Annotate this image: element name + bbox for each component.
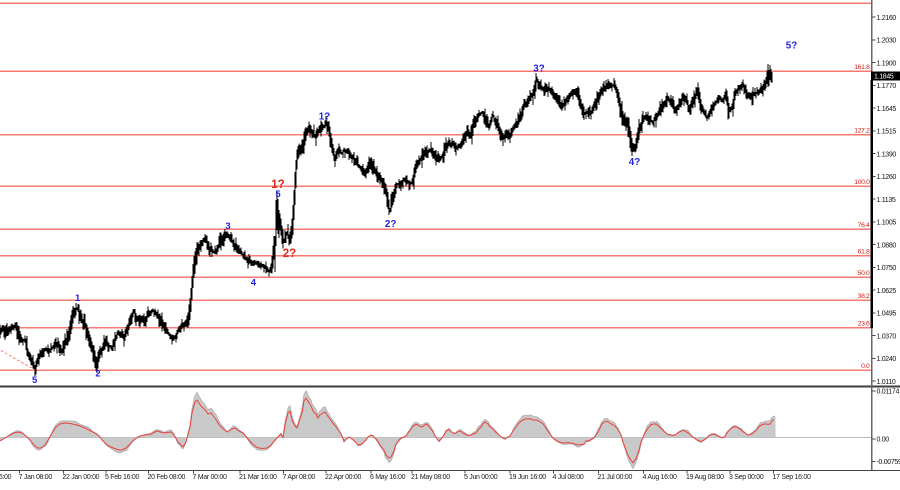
svg-text:2: 2 <box>95 369 100 380</box>
svg-text:22 Jan 00:00: 22 Jan 00:00 <box>62 474 99 481</box>
svg-text:1.0495: 1.0495 <box>877 311 897 318</box>
svg-text:1.1515: 1.1515 <box>877 129 897 136</box>
svg-text:22 Apr 00:00: 22 Apr 00:00 <box>325 474 362 481</box>
svg-text:1.0110: 1.0110 <box>877 379 896 386</box>
svg-text:5 Jun 00:00: 5 Jun 00:00 <box>464 474 498 481</box>
svg-text:161.8: 161.8 <box>854 64 870 71</box>
svg-text:6 May 16:00: 6 May 16:00 <box>370 474 406 481</box>
svg-text:61.8: 61.8 <box>858 248 870 255</box>
svg-text:1.2160: 1.2160 <box>877 15 897 22</box>
svg-text:0.0: 0.0 <box>861 363 870 370</box>
svg-text:3 Sep 00:00: 3 Sep 00:00 <box>729 474 764 481</box>
svg-text:7 Mar 00:00: 7 Mar 00:00 <box>193 474 227 481</box>
svg-text:1.1135: 1.1135 <box>877 197 896 204</box>
svg-text:3?: 3? <box>533 64 544 75</box>
svg-text:1.1645: 1.1645 <box>877 106 897 113</box>
svg-text:0.01174: 0.01174 <box>877 389 900 396</box>
svg-text:19 Aug 08:00: 19 Aug 08:00 <box>686 474 724 481</box>
svg-text:1?: 1? <box>319 112 330 123</box>
svg-text:5: 5 <box>32 375 38 386</box>
svg-text:1.1390: 1.1390 <box>877 151 897 158</box>
svg-text:4: 4 <box>251 278 257 289</box>
svg-text:21 Jul 00:00: 21 Jul 00:00 <box>598 474 633 481</box>
svg-text:0.00: 0.00 <box>877 436 890 443</box>
svg-text:1.1900: 1.1900 <box>877 60 897 67</box>
svg-text:1.0625: 1.0625 <box>877 288 897 295</box>
svg-text:38.2: 38.2 <box>858 293 870 300</box>
svg-text:1.1005: 1.1005 <box>877 220 897 227</box>
svg-text:7 Apr 08:00: 7 Apr 08:00 <box>283 474 316 481</box>
svg-text:21 Mar 16:00: 21 Mar 16:00 <box>239 474 277 481</box>
svg-text:4?: 4? <box>629 157 640 168</box>
svg-text:1.0750: 1.0750 <box>877 265 897 272</box>
svg-text:127.2: 127.2 <box>854 127 870 134</box>
svg-text:4 Jul 08:00: 4 Jul 08:00 <box>553 474 584 481</box>
svg-text:1.1260: 1.1260 <box>877 174 897 181</box>
svg-text:3: 3 <box>225 221 230 232</box>
svg-text:1?: 1? <box>271 179 284 191</box>
svg-text:5?: 5? <box>786 41 797 52</box>
svg-text:6:00: 6:00 <box>0 474 12 481</box>
svg-text:1.0370: 1.0370 <box>877 333 897 340</box>
svg-text:1.1770: 1.1770 <box>877 83 897 90</box>
svg-text:50.0: 50.0 <box>858 270 870 277</box>
svg-text:19 Jun 16:00: 19 Jun 16:00 <box>509 474 546 481</box>
svg-text:100.0: 100.0 <box>854 179 870 186</box>
svg-text:1.0880: 1.0880 <box>877 242 897 249</box>
svg-text:2?: 2? <box>283 248 296 260</box>
svg-text:23.6: 23.6 <box>858 320 870 327</box>
svg-text:2?: 2? <box>385 219 396 230</box>
svg-text:76.4: 76.4 <box>858 222 870 229</box>
svg-text:7 Jan 08:00: 7 Jan 08:00 <box>19 474 53 481</box>
svg-text:17 Sep 16:00: 17 Sep 16:00 <box>773 474 811 481</box>
svg-text:1.0240: 1.0240 <box>877 356 897 363</box>
svg-text:20 Feb 08:00: 20 Feb 08:00 <box>148 474 186 481</box>
svg-text:5 Feb 16:00: 5 Feb 16:00 <box>105 474 139 481</box>
svg-text:1.2030: 1.2030 <box>877 38 897 45</box>
svg-text:-0.00759: -0.00759 <box>877 459 900 466</box>
svg-text:1.1845: 1.1845 <box>874 74 894 81</box>
svg-text:1: 1 <box>75 293 81 304</box>
svg-text:21 May 08:00: 21 May 08:00 <box>411 474 450 481</box>
svg-text:4 Aug 16:00: 4 Aug 16:00 <box>643 474 677 481</box>
